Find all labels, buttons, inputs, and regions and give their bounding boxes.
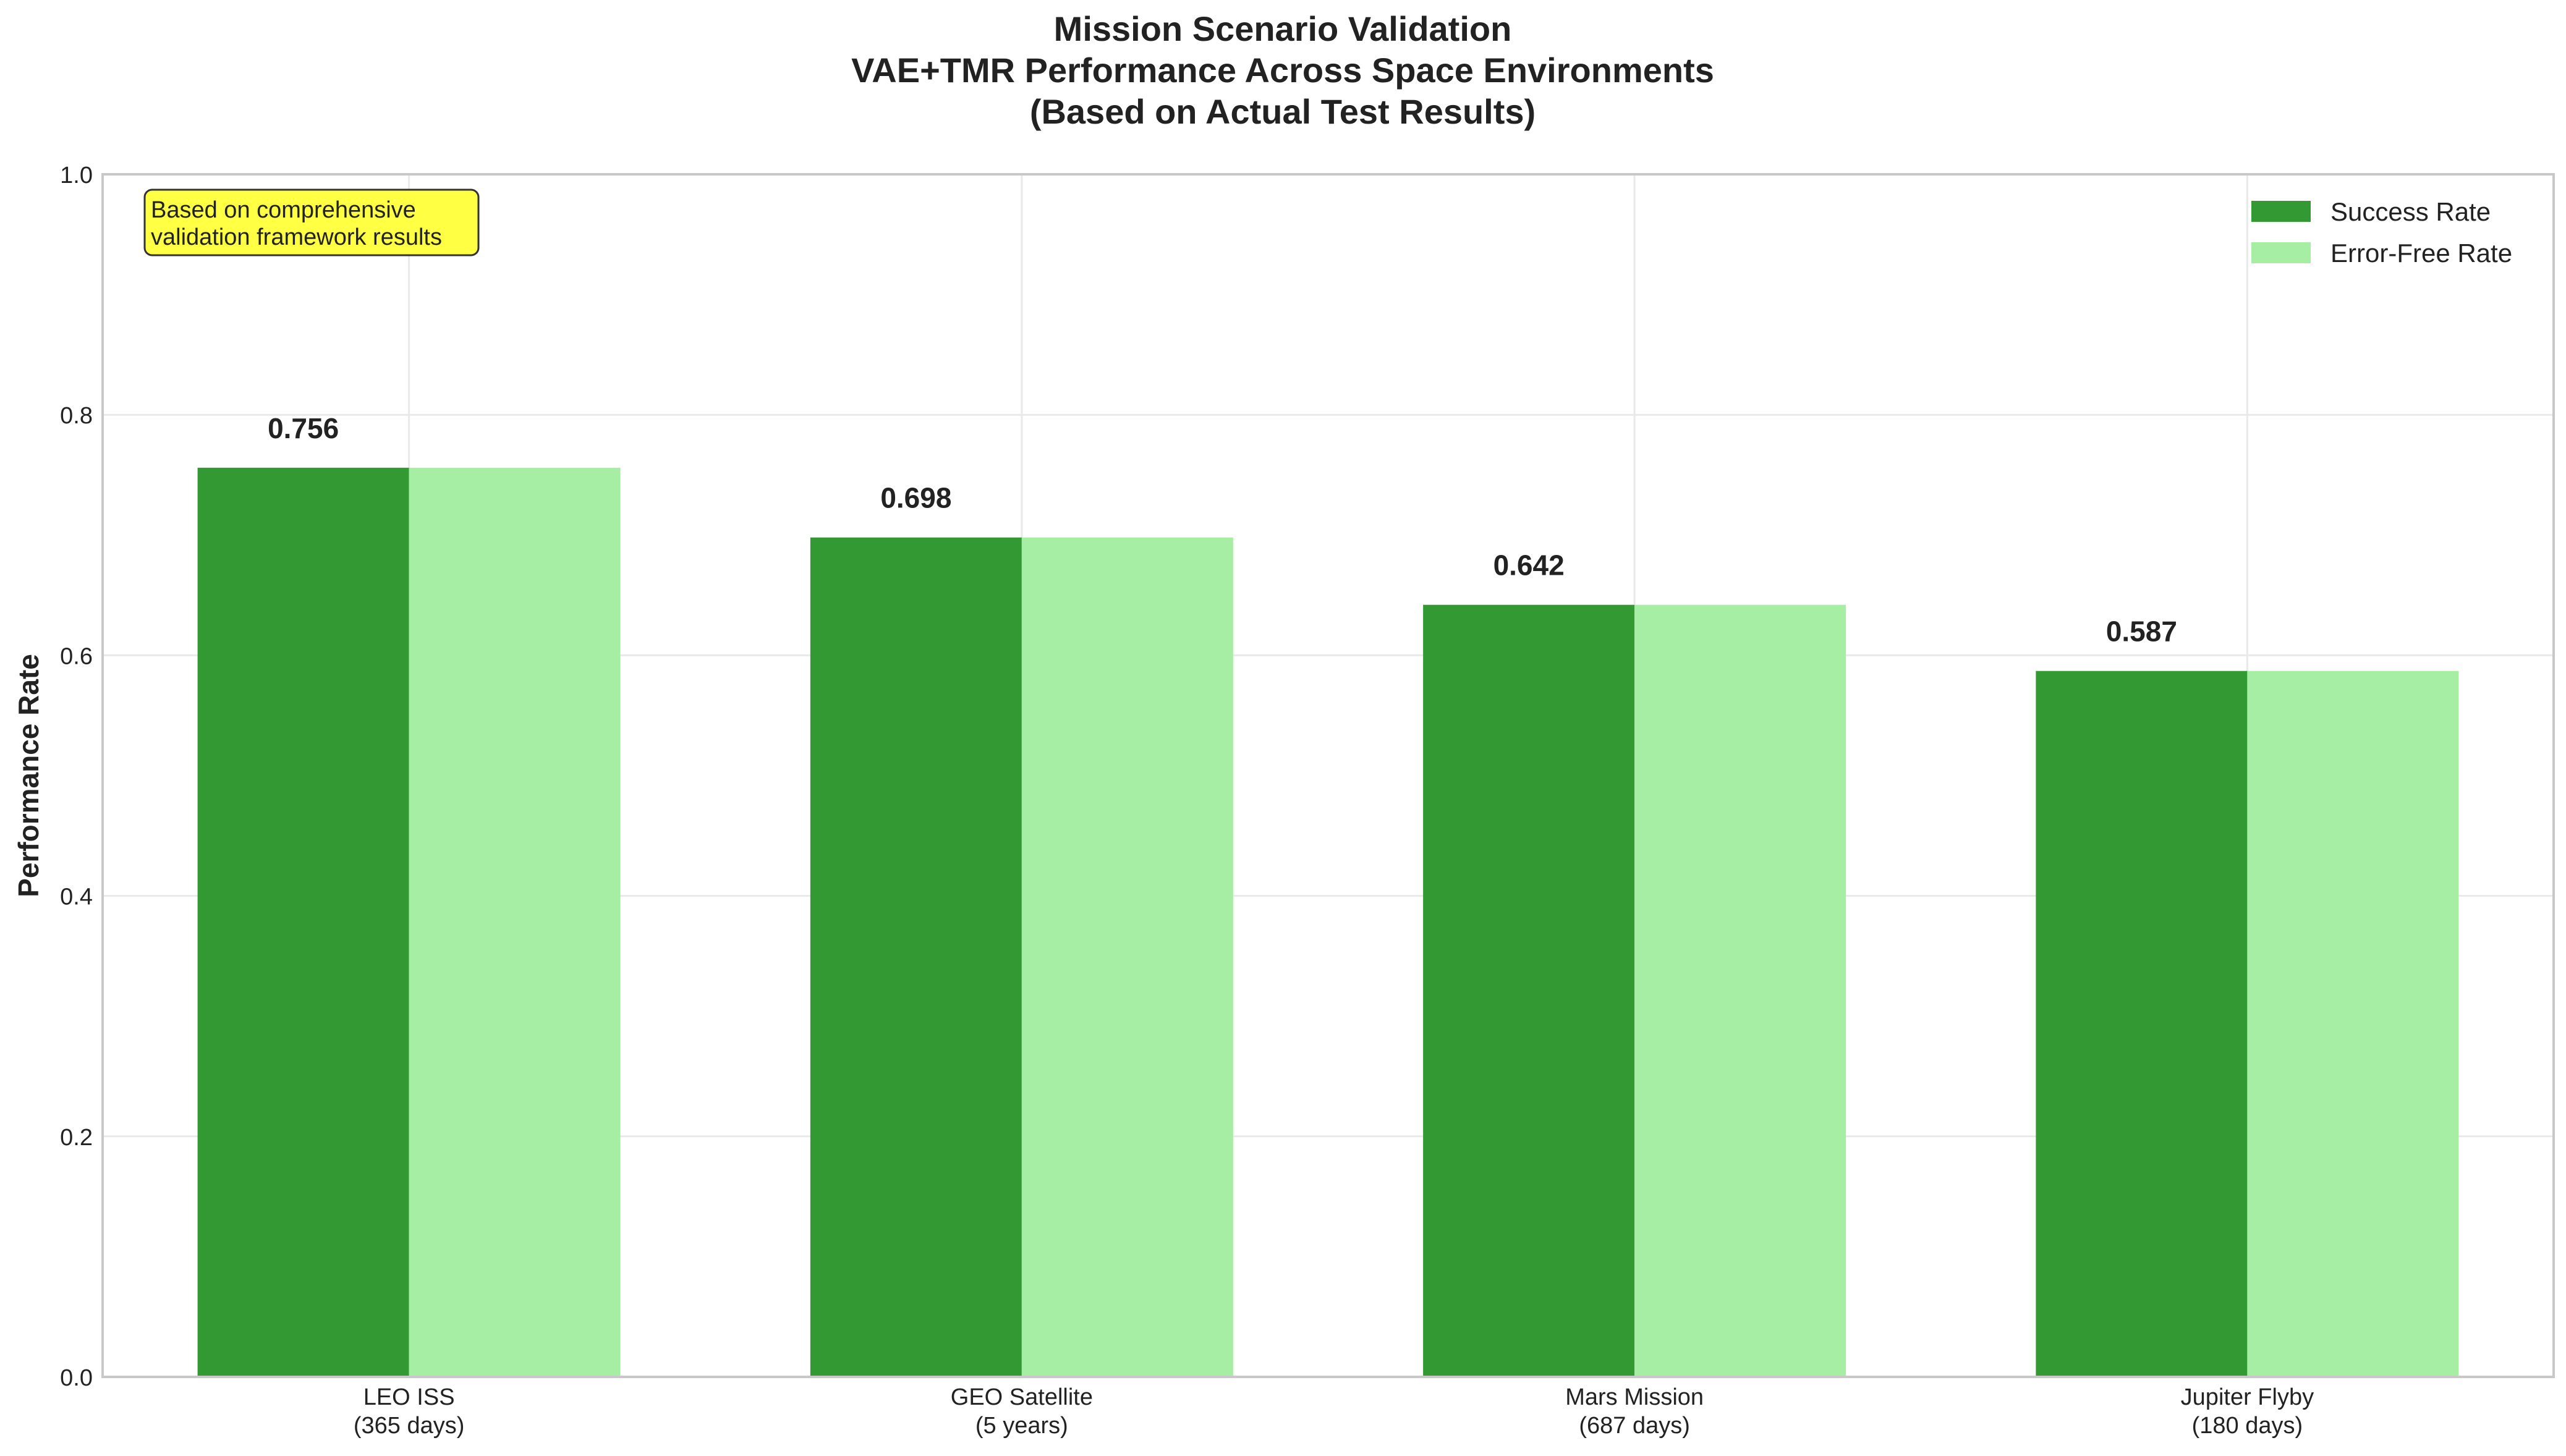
annotation-text: Based on comprehensive: [151, 197, 416, 223]
x-tick-label: (365 days): [354, 1413, 465, 1439]
x-tick-label: GEO Satellite: [951, 1384, 1093, 1410]
legend: Success Rate Error-Free Rate: [2251, 197, 2512, 268]
x-axis-ticks: LEO ISS (365 days) GEO Satellite (5 years) M…: [354, 1384, 2314, 1439]
x-tick-label: (5 years): [975, 1413, 1068, 1439]
bar-success-rate: [1423, 604, 1635, 1378]
value-label: 0.698: [880, 482, 951, 514]
bar-success-rate: [810, 537, 1022, 1377]
y-axis-label: Performance Rate: [12, 654, 45, 897]
legend-label: Error-Free Rate: [2330, 239, 2512, 268]
bar-success-rate: [197, 467, 409, 1377]
x-tick-label: (180 days): [2192, 1413, 2303, 1439]
value-label: 0.642: [1493, 549, 1565, 582]
y-tick-label: 0.4: [60, 884, 93, 910]
legend-swatch: [2251, 242, 2311, 263]
legend-swatch: [2251, 201, 2311, 222]
value-label: 0.587: [2106, 616, 2177, 648]
title-line: (Based on Actual Test Results): [1030, 92, 1536, 131]
bar-error-free-rate: [409, 467, 621, 1377]
annotation-text: validation framework results: [151, 224, 442, 250]
y-axis-title: Performance Rate: [12, 654, 45, 897]
y-tick-label: 0.0: [60, 1365, 93, 1391]
y-tick-label: 0.8: [60, 403, 93, 429]
value-label: 0.756: [268, 412, 339, 444]
annotation-background: [143, 188, 480, 256]
y-axis-ticks: 0.0 0.2 0.4 0.6 0.8 1.0: [60, 163, 93, 1391]
bars: [197, 467, 2459, 1378]
y-tick-label: 1.0: [60, 163, 93, 188]
y-tick-label: 0.6: [60, 643, 93, 669]
bar-error-free-rate: [1634, 604, 1846, 1378]
bar-error-free-rate: [2247, 671, 2459, 1377]
x-tick-label: Jupiter Flyby: [2181, 1384, 2314, 1410]
plot-frame: [101, 173, 2555, 1378]
legend-label: Success Rate: [2330, 197, 2491, 226]
y-tick-label: 0.2: [60, 1125, 93, 1151]
x-tick-label: Mars Mission: [1565, 1384, 1704, 1410]
x-tick-label: (687 days): [1579, 1413, 1690, 1439]
x-tick-label: LEO ISS: [363, 1384, 455, 1410]
title-line: Mission Scenario Validation: [1054, 9, 1512, 48]
bar-success-rate: [2036, 671, 2248, 1377]
bar-error-free-rate: [1021, 537, 1233, 1377]
value-labels: 0.756 0.698 0.642 0.587: [268, 412, 2177, 648]
title-line: VAE+TMR Performance Across Space Environ…: [851, 51, 1714, 90]
